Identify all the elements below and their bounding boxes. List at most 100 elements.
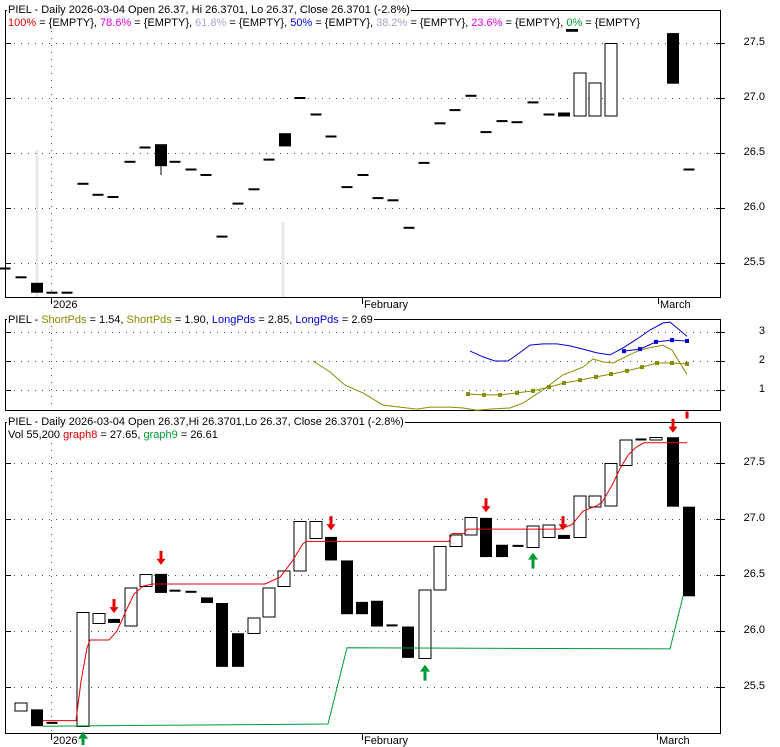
x-axis-label: February	[364, 735, 409, 747]
title-text-segment: = 26.61	[177, 429, 218, 441]
flat-bar	[325, 135, 337, 138]
title-text-segment: 50%	[290, 17, 313, 29]
sell-arrow-icon	[481, 506, 491, 513]
title-text-segment: = {EMPTY},	[36, 17, 101, 29]
line-marker	[654, 339, 658, 344]
flat-bar-thick	[558, 534, 570, 539]
indicator-line-graph8	[43, 442, 687, 722]
sell-arrow-icon	[561, 516, 565, 525]
sell-arrow-icon	[329, 516, 333, 525]
title-text-segment: = {EMPTY},	[131, 17, 196, 29]
candlestick-down	[667, 437, 679, 507]
line-marker	[622, 349, 626, 354]
candlestick-down	[402, 626, 414, 658]
flat-bar	[357, 174, 369, 176]
candlestick-up	[542, 524, 556, 538]
title-text-segment: PIEL - Daily 2026-03-04 Open 26.37, Hi 2…	[8, 4, 410, 16]
flat-bar	[372, 197, 384, 200]
flat-bar	[169, 589, 181, 592]
title-text-segment: PIEL - Daily 2026-03-04 Open 26.37,Hi 26…	[8, 416, 404, 428]
y-axis-label: 27.5	[743, 456, 765, 468]
title-text-segment: = 1.90,	[171, 314, 212, 326]
flat-bar	[248, 188, 260, 191]
y-axis-label: 2	[758, 354, 765, 366]
x-axis-label: 2026	[53, 299, 78, 311]
candlestick-down	[667, 33, 679, 84]
flat-bar	[403, 226, 415, 229]
candlestick-down	[480, 517, 492, 558]
candlestick-down	[155, 144, 167, 167]
flat-bar	[386, 624, 398, 627]
flat-bar	[77, 182, 89, 185]
sell-arrow-icon	[671, 418, 675, 428]
line-marker	[625, 368, 629, 373]
candlestick-down	[216, 603, 228, 667]
x-axis-label: March	[659, 735, 690, 747]
indicator-line-shortpds_1	[312, 344, 688, 411]
flat-bar	[15, 276, 27, 279]
line-marker	[685, 361, 689, 366]
flat-bar	[635, 438, 647, 441]
title-text-segment: 23.6%	[471, 17, 503, 29]
title-text-segment: 78.6%	[100, 17, 132, 29]
line-marker	[562, 381, 566, 386]
title-text-segment: 0%	[566, 17, 583, 29]
candlestick-up	[604, 463, 618, 507]
y-axis-label: 3	[758, 325, 765, 337]
candlestick-up	[588, 82, 602, 117]
sell-arrow-icon	[156, 558, 166, 565]
flat-bar	[512, 544, 524, 547]
title-text-segment: 38.2%	[376, 17, 408, 29]
candlestick-down	[683, 506, 695, 597]
flat-bar	[169, 160, 181, 163]
y-axis-label: 27.0	[743, 91, 765, 103]
buy-arrow-icon	[81, 738, 85, 745]
candlestick-up	[139, 573, 153, 588]
candlestick-up	[573, 72, 587, 117]
sell-arrow-icon	[159, 550, 163, 560]
sell-arrow-icon	[558, 524, 568, 531]
sell-arrow-stub-icon	[685, 411, 689, 419]
candlestick-up	[309, 521, 323, 540]
x-axis-label: 2026	[53, 735, 78, 747]
buy-arrow-icon	[78, 731, 88, 739]
candlestick-up	[649, 437, 663, 441]
candlestick-up	[604, 43, 618, 117]
title-text-segment: Vol 55,200	[8, 429, 64, 441]
line-marker	[670, 338, 674, 343]
sell-arrow-icon	[668, 426, 678, 433]
title-text-segment: = 2.69	[338, 314, 373, 326]
flat-bar	[46, 721, 58, 724]
line-marker	[638, 347, 642, 352]
flat-bar	[387, 199, 399, 202]
bottom-panel-title: PIEL - Daily 2026-03-04 Open 26.37,Hi 26…	[7, 416, 405, 428]
candlestick-down	[356, 601, 368, 615]
flat-bar	[465, 94, 477, 97]
candlestick-up	[277, 570, 291, 588]
candlestick-up	[449, 534, 463, 547]
flat-bar	[418, 161, 430, 164]
indicator-line-shortpds_2	[467, 362, 688, 396]
flat-bar-thick	[566, 27, 578, 32]
candlestick-down	[232, 633, 244, 667]
buy-arrow-icon	[531, 559, 535, 569]
title-text-segment: = {EMPTY},	[226, 17, 291, 29]
candlestick-up	[293, 521, 307, 572]
buy-arrow-icon	[528, 552, 538, 560]
candlestick-up	[124, 587, 138, 627]
title-text-segment: LongPds	[211, 314, 256, 326]
candlestick-down	[496, 544, 508, 558]
flat-bar	[543, 113, 555, 116]
line-marker	[609, 372, 613, 377]
candlestick-up	[464, 516, 478, 536]
y-axis-label: 26.0	[743, 201, 765, 213]
y-axis-label: 25.5	[743, 680, 765, 692]
flat-bar	[683, 168, 695, 171]
title-text-segment: = 27.65,	[97, 429, 144, 441]
candlestick-up	[433, 545, 447, 591]
title-text-segment: = 2.85,	[255, 314, 296, 326]
y-axis-label: 27.5	[743, 36, 765, 48]
line-marker	[547, 385, 551, 390]
y-axis-label: 25.5	[743, 256, 765, 268]
